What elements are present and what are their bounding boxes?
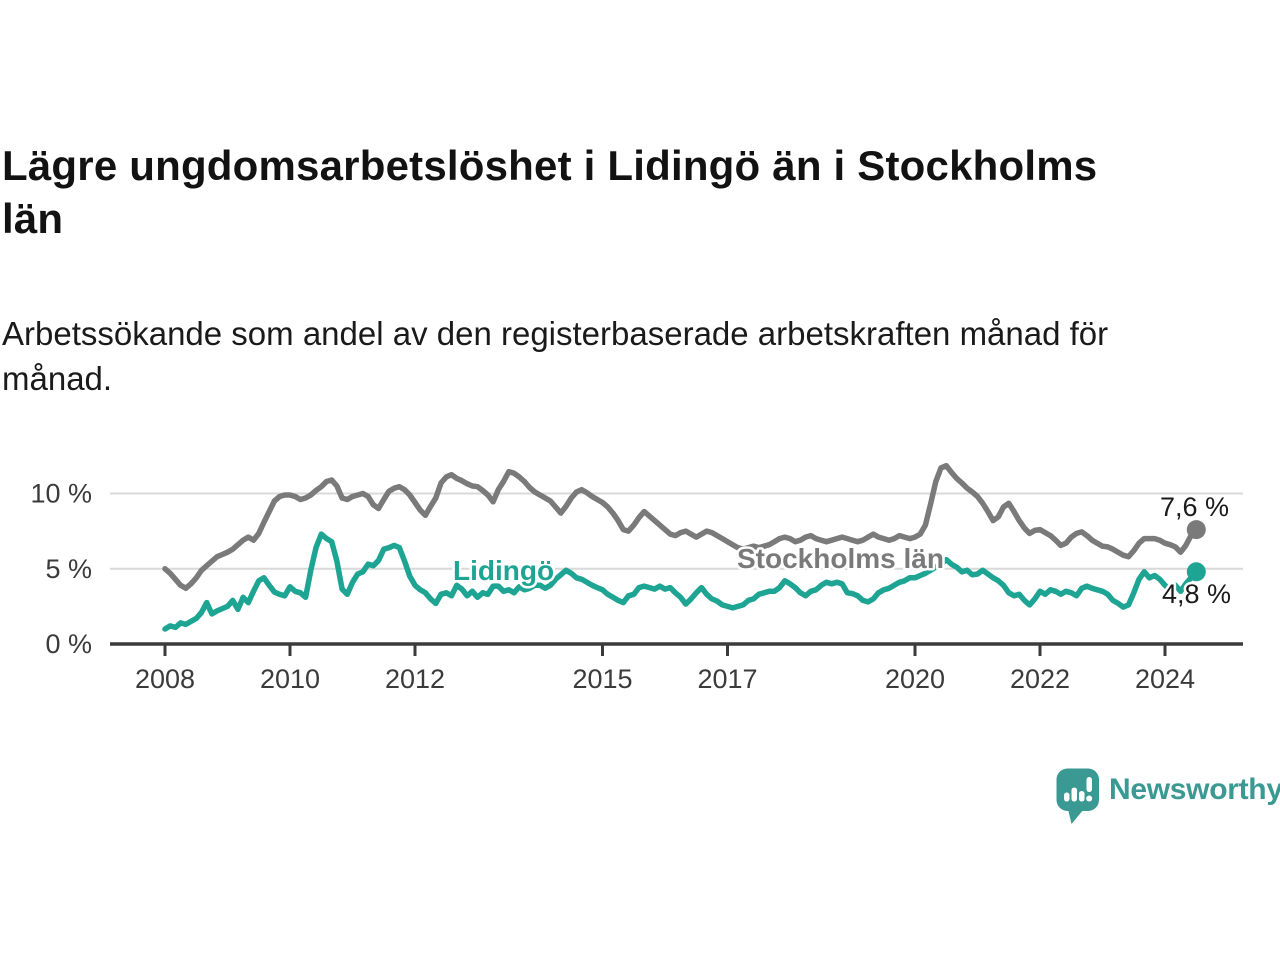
y-tick-label: 5 % <box>45 554 92 584</box>
series-label-lidingo: Lidingö <box>453 555 554 586</box>
end-value-label-lidingo: 4,8 % <box>1162 579 1231 609</box>
newsworthy-logo-icon <box>1056 768 1099 824</box>
y-tick-label: 0 % <box>45 629 92 659</box>
end-value-label-stockholms-lan: 7,6 % <box>1160 492 1229 522</box>
end-dot-0 <box>1186 520 1206 540</box>
x-tick-label: 2020 <box>885 664 945 694</box>
x-tick-label: 2017 <box>697 664 757 694</box>
chart-series <box>162 462 1200 632</box>
y-tick-label: 10 % <box>30 479 92 509</box>
line-chart: 0 % 5 % 10 % 2008 2010 2012 2015 2017 2020 2022 20… <box>30 462 1243 694</box>
chart-end-dots <box>1186 520 1206 582</box>
end-dot-1 <box>1186 562 1206 582</box>
series-line-1 <box>162 531 1200 632</box>
series-label-stockholms-lan: Stockholms län <box>737 543 944 574</box>
x-tick-label: 2012 <box>385 664 445 694</box>
chart-axes: 0 % 5 % 10 % 2008 2010 2012 2015 2017 2020 2022 20… <box>30 479 1243 694</box>
newsworthy-logo-text: Newsworthy <box>1109 773 1280 806</box>
page-title: Lägre ungdomsarbetslöshet i Lidingö än i… <box>2 142 1098 242</box>
x-tick-label: 2024 <box>1135 664 1195 694</box>
page-subtitle: Arbetssökande som andel av den registerb… <box>2 315 1109 397</box>
x-tick-label: 2015 <box>572 664 632 694</box>
series-line-0 <box>162 462 1200 592</box>
x-tick-label: 2010 <box>260 664 320 694</box>
x-tick-label: 2022 <box>1010 664 1070 694</box>
newsworthy-logo: Newsworthy <box>1056 768 1280 825</box>
x-tick-label: 2008 <box>135 664 195 694</box>
